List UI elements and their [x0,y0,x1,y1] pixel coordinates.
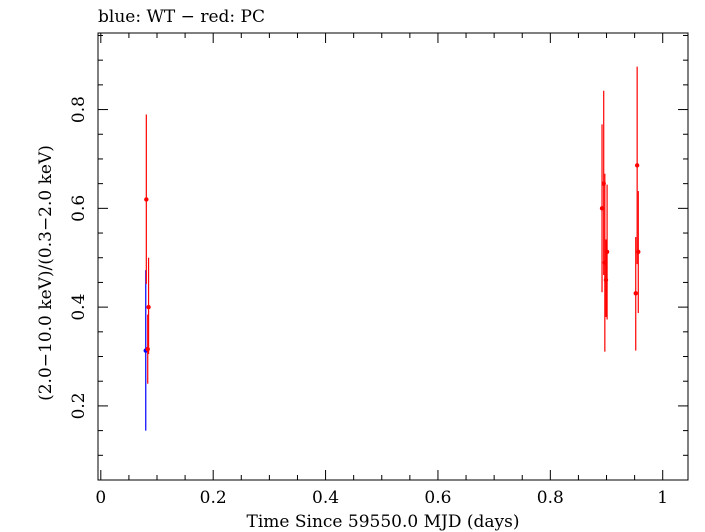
plot-frame [97,32,689,481]
x-axis-label: Time Since 59550.0 MJD (days) [247,512,520,532]
data-point [636,249,641,255]
y-axis-label: (2.0−10.0 keV)/(0.3−2.0 keV) [36,145,56,401]
x-tick-label: 0.8 [537,488,564,508]
data-point [634,163,640,168]
x-tick-label: 1 [657,488,668,508]
chart-title: blue: WT − red: PC [98,7,265,27]
data-point [144,197,149,202]
data-point [604,249,610,255]
y-tick-label: 0.4 [69,294,89,321]
x-tick-label: 0 [95,488,106,508]
y-axis-ticks [98,34,688,456]
x-tick-label: 0.2 [200,488,227,508]
series-pc [144,66,641,384]
data-point [146,304,151,310]
x-axis-tick-labels: 0 0.2 0.4 0.6 0.8 1 [95,488,668,508]
data-point [633,291,638,296]
data-series [143,66,641,431]
y-axis-tick-labels: 0.2 0.4 0.6 0.8 [69,96,89,419]
y-tick-label: 0.6 [69,195,89,222]
x-tick-label: 0.6 [424,488,451,508]
x-tick-label: 0.4 [312,488,339,508]
x-axis-ticks [100,33,664,480]
data-point [145,346,150,352]
y-tick-label: 0.8 [69,96,89,123]
y-tick-label: 0.2 [69,392,89,419]
